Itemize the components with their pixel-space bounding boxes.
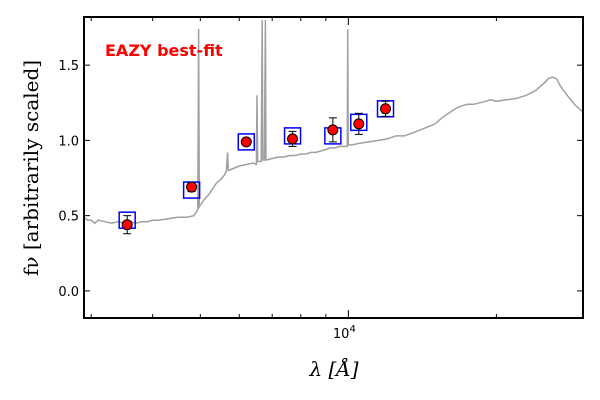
x-tick-label-exponent: 4 xyxy=(349,324,355,335)
observed-flux-point xyxy=(327,124,339,136)
axis-ticks: 0.0 0.5 1.0 1.5 104 xyxy=(58,17,584,342)
template-spectrum-line xyxy=(84,19,583,225)
y-axis-label: fν [arbitrarily scaled] xyxy=(19,60,43,276)
annotation-label: EAZY best-fit xyxy=(105,41,223,60)
y-tick-label: 0.0 xyxy=(58,285,79,300)
y-tick-label: 0.5 xyxy=(58,210,79,225)
observed-flux-point xyxy=(186,181,198,193)
plot-frame xyxy=(83,16,584,319)
x-tick-label: 104 xyxy=(333,324,356,342)
y-tick-label: 1.0 xyxy=(58,134,79,149)
x-tick-label-base: 10 xyxy=(333,327,350,342)
observed-flux-point xyxy=(287,133,299,145)
plot-layer xyxy=(84,19,583,235)
observed-flux-point xyxy=(353,118,365,130)
y-tick-label: 1.5 xyxy=(58,59,79,74)
observed-flux-point xyxy=(240,136,252,148)
model-flux-box xyxy=(237,133,256,151)
observed-flux-point xyxy=(121,219,133,231)
x-axis-label: λ [Å] xyxy=(308,356,358,381)
plot-area xyxy=(84,19,583,235)
observed-flux-point xyxy=(380,103,392,115)
